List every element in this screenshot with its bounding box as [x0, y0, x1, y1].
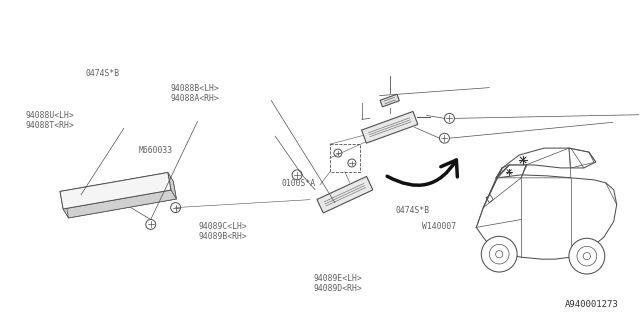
- Text: 94089C<LH>: 94089C<LH>: [199, 222, 248, 231]
- Polygon shape: [63, 190, 177, 218]
- Text: 94088T<RH>: 94088T<RH>: [26, 121, 74, 130]
- Polygon shape: [60, 172, 171, 209]
- FancyArrowPatch shape: [387, 160, 458, 185]
- Bar: [330, 144, 360, 172]
- Text: 94089D<RH>: 94089D<RH>: [314, 284, 362, 293]
- Text: M660033: M660033: [138, 146, 173, 155]
- Text: 94088A<RH>: 94088A<RH>: [170, 94, 219, 103]
- Polygon shape: [362, 111, 418, 143]
- Text: W140007: W140007: [422, 222, 456, 231]
- Text: A940001273: A940001273: [565, 300, 619, 309]
- Text: 0100S*A: 0100S*A: [282, 179, 316, 188]
- Polygon shape: [496, 148, 596, 178]
- Polygon shape: [65, 181, 177, 218]
- Polygon shape: [483, 165, 509, 208]
- Text: 0474S*B: 0474S*B: [395, 206, 429, 215]
- Polygon shape: [60, 191, 68, 218]
- Circle shape: [481, 236, 517, 272]
- Text: 0474S*B: 0474S*B: [86, 69, 120, 78]
- Text: 94088U<LH>: 94088U<LH>: [26, 111, 74, 120]
- Text: 94089B<RH>: 94089B<RH>: [199, 232, 248, 241]
- Circle shape: [569, 238, 605, 274]
- Polygon shape: [476, 175, 617, 259]
- Polygon shape: [60, 172, 173, 200]
- Polygon shape: [168, 172, 177, 199]
- Polygon shape: [380, 94, 399, 107]
- Text: 94089E<LH>: 94089E<LH>: [314, 275, 362, 284]
- Polygon shape: [317, 176, 373, 213]
- Text: 94088B<LH>: 94088B<LH>: [170, 84, 219, 93]
